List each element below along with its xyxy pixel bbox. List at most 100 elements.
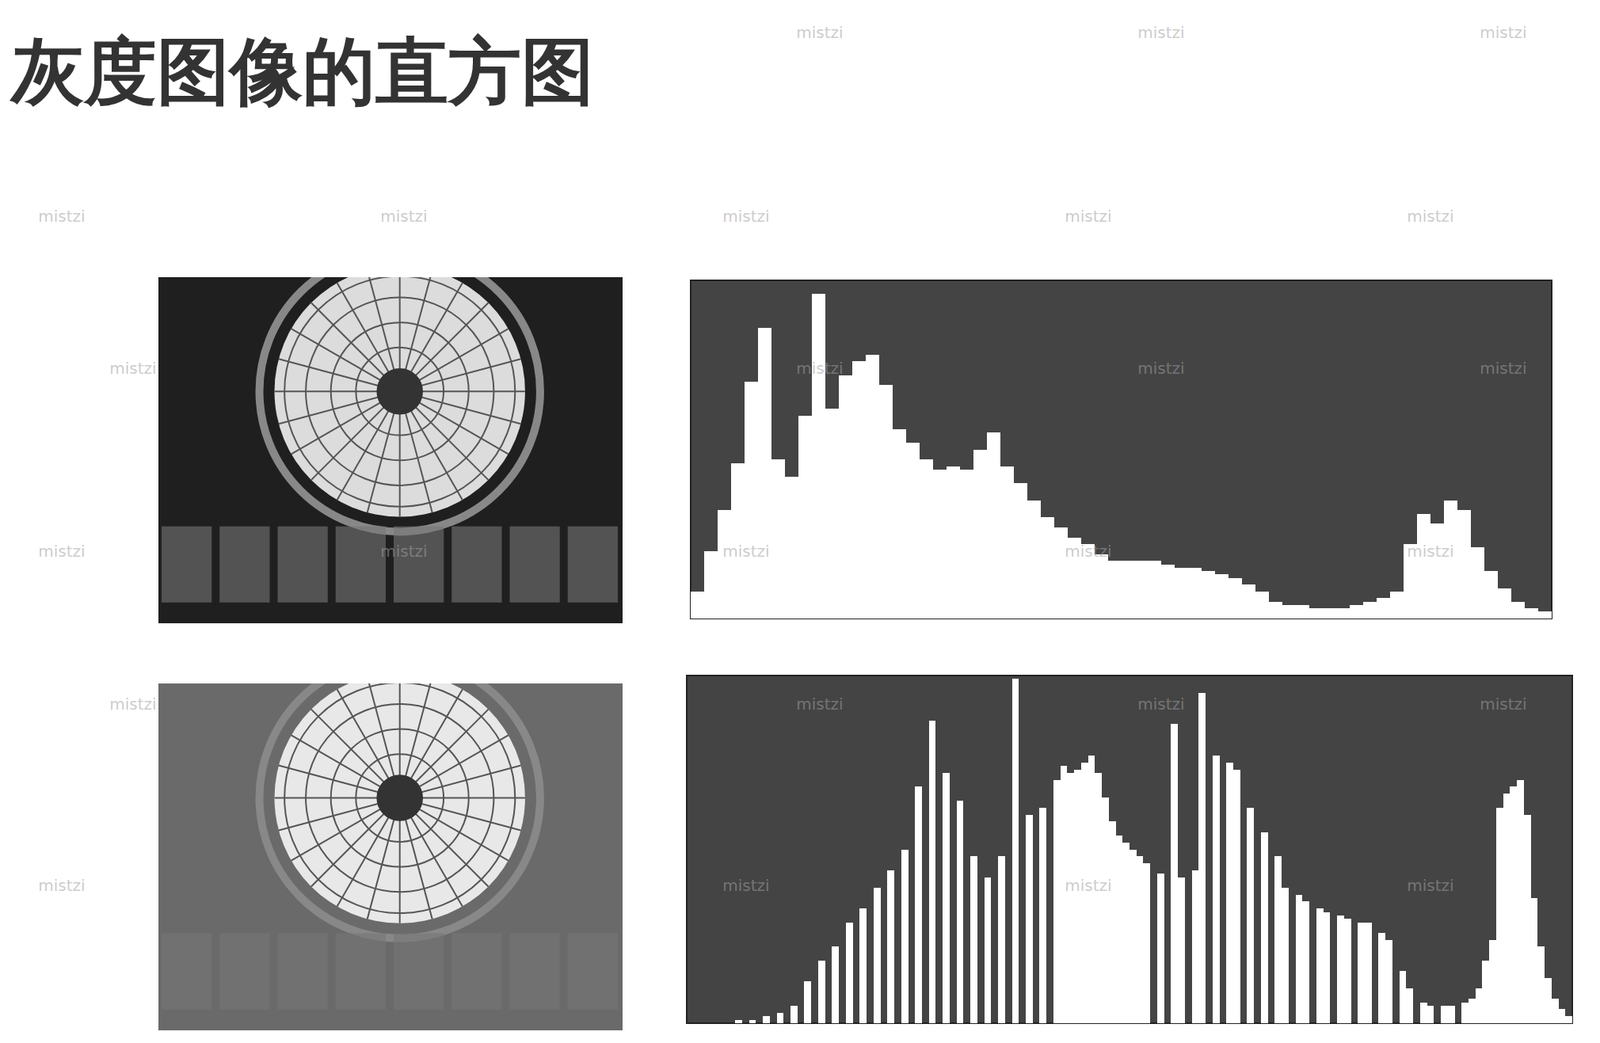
bar [1147, 560, 1162, 619]
bar [831, 946, 839, 1024]
bar [990, 1023, 999, 1025]
bar [811, 293, 826, 619]
bar [1121, 560, 1136, 619]
bar [1405, 988, 1414, 1024]
bar [1281, 887, 1289, 1024]
bar [1170, 723, 1178, 1024]
bar [755, 1023, 763, 1025]
bar [1260, 832, 1269, 1024]
bar [1268, 601, 1283, 619]
watermark: mistzi [1064, 541, 1112, 561]
bar [771, 459, 785, 619]
bar [762, 1016, 770, 1024]
building [161, 526, 212, 603]
watermark: mistzi [109, 694, 157, 714]
bar [845, 922, 854, 1024]
bar [1337, 915, 1345, 1024]
bar [1054, 527, 1068, 619]
building [219, 526, 270, 603]
bar [963, 1023, 971, 1025]
bar [1364, 922, 1372, 1024]
watermark: mistzi [1064, 206, 1112, 226]
watermark: mistzi [722, 206, 770, 226]
bar [1420, 1002, 1428, 1024]
bar [1000, 466, 1014, 619]
bar [933, 469, 947, 619]
bar [908, 1023, 916, 1025]
bar [1511, 601, 1525, 619]
bar [873, 887, 881, 1024]
bar [1497, 588, 1512, 619]
photo [158, 683, 623, 1031]
bar [1255, 591, 1269, 619]
bar [1233, 769, 1241, 1024]
bar [1013, 483, 1028, 619]
bar [1295, 895, 1303, 1024]
bar [859, 908, 867, 1024]
bar [1177, 877, 1185, 1024]
bar [1489, 940, 1497, 1024]
bar [811, 1023, 819, 1025]
plot-frame [686, 675, 1573, 1024]
bar [1363, 601, 1377, 619]
bar [742, 1023, 750, 1025]
bar [1509, 786, 1517, 1024]
bar [690, 591, 705, 619]
bar [935, 1023, 943, 1025]
bar [1129, 849, 1137, 1025]
bar [1565, 1016, 1573, 1024]
bar [758, 327, 772, 619]
bar [1537, 946, 1545, 1024]
bar [777, 1013, 785, 1024]
bar [1053, 780, 1061, 1024]
bar [1040, 517, 1055, 619]
bar [693, 1023, 701, 1025]
watermark: mistzi [1137, 694, 1185, 714]
watermark: mistzi [1137, 358, 1185, 378]
bar [1164, 1023, 1172, 1025]
bar [1440, 1005, 1448, 1024]
bar [914, 786, 922, 1024]
bar [919, 459, 934, 619]
bar [721, 1023, 729, 1025]
bar [942, 773, 950, 1024]
bar [892, 429, 907, 619]
bar [1351, 1023, 1359, 1025]
bar [1376, 598, 1391, 619]
bar [853, 1023, 861, 1025]
bar [894, 1023, 902, 1025]
watermark: mistzi [1064, 876, 1112, 896]
bar [1215, 574, 1229, 619]
bar [1470, 547, 1485, 619]
watermark: mistzi [38, 206, 85, 226]
bar [1288, 1023, 1296, 1025]
bar [946, 466, 960, 619]
bar [1516, 780, 1524, 1024]
watermark: mistzi [1479, 22, 1527, 42]
bar [1357, 922, 1365, 1024]
dome-rim [259, 277, 541, 532]
bar [970, 856, 978, 1024]
bar [1157, 873, 1165, 1024]
dome-center [376, 774, 423, 822]
bar [1399, 971, 1407, 1024]
building [567, 526, 618, 603]
bar [1484, 571, 1498, 619]
bar [1226, 762, 1234, 1024]
bar [1228, 578, 1242, 619]
bar [1295, 605, 1310, 619]
building [219, 933, 270, 1010]
bar [1066, 773, 1075, 1024]
bar [1447, 1005, 1456, 1024]
bar [1538, 611, 1552, 619]
bar [686, 1023, 694, 1025]
building [335, 526, 386, 603]
bar [956, 800, 964, 1024]
bar [1417, 514, 1431, 619]
bar [1136, 856, 1144, 1024]
bar [973, 449, 987, 620]
bar [1074, 769, 1082, 1024]
bar [1427, 1005, 1435, 1024]
watermark: mistzi [109, 358, 157, 378]
watermark: mistzi [796, 22, 843, 42]
